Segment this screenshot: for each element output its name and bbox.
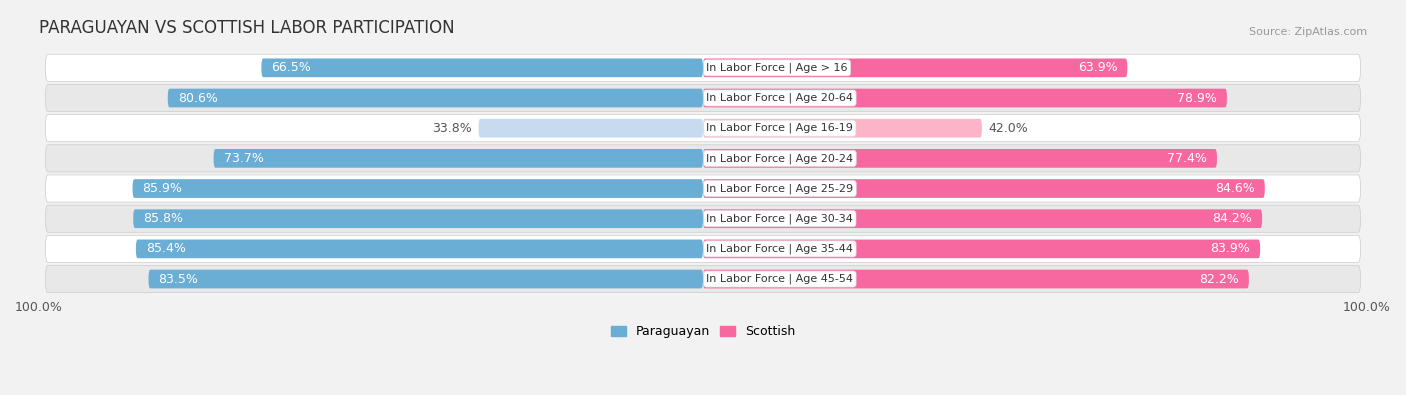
Text: 66.5%: 66.5% [271, 61, 311, 74]
FancyBboxPatch shape [45, 115, 1361, 142]
FancyBboxPatch shape [703, 270, 1249, 288]
FancyBboxPatch shape [262, 58, 703, 77]
Text: In Labor Force | Age 16-19: In Labor Force | Age 16-19 [706, 123, 853, 134]
FancyBboxPatch shape [45, 145, 1361, 172]
Text: In Labor Force | Age 30-34: In Labor Force | Age 30-34 [706, 213, 853, 224]
Text: 83.5%: 83.5% [159, 273, 198, 286]
Text: 42.0%: 42.0% [988, 122, 1028, 135]
Text: 33.8%: 33.8% [432, 122, 472, 135]
Text: In Labor Force | Age 20-64: In Labor Force | Age 20-64 [706, 93, 853, 103]
FancyBboxPatch shape [134, 209, 703, 228]
FancyBboxPatch shape [45, 235, 1361, 262]
FancyBboxPatch shape [45, 175, 1361, 202]
Text: 85.4%: 85.4% [146, 243, 186, 256]
FancyBboxPatch shape [132, 179, 703, 198]
Legend: Paraguayan, Scottish: Paraguayan, Scottish [606, 320, 800, 343]
Text: 63.9%: 63.9% [1078, 61, 1118, 74]
FancyBboxPatch shape [703, 149, 1218, 168]
FancyBboxPatch shape [149, 270, 703, 288]
Text: 80.6%: 80.6% [177, 92, 218, 105]
Text: 84.2%: 84.2% [1212, 212, 1253, 225]
Text: Source: ZipAtlas.com: Source: ZipAtlas.com [1249, 26, 1367, 37]
FancyBboxPatch shape [136, 239, 703, 258]
Text: In Labor Force | Age 45-54: In Labor Force | Age 45-54 [706, 274, 853, 284]
FancyBboxPatch shape [703, 58, 1128, 77]
Text: PARAGUAYAN VS SCOTTISH LABOR PARTICIPATION: PARAGUAYAN VS SCOTTISH LABOR PARTICIPATI… [39, 19, 454, 37]
FancyBboxPatch shape [45, 265, 1361, 293]
FancyBboxPatch shape [478, 119, 703, 137]
FancyBboxPatch shape [45, 205, 1361, 232]
Text: 77.4%: 77.4% [1167, 152, 1206, 165]
Text: 84.6%: 84.6% [1215, 182, 1254, 195]
Text: In Labor Force | Age 25-29: In Labor Force | Age 25-29 [706, 183, 853, 194]
FancyBboxPatch shape [703, 179, 1265, 198]
FancyBboxPatch shape [214, 149, 703, 168]
FancyBboxPatch shape [703, 119, 981, 137]
FancyBboxPatch shape [45, 54, 1361, 81]
Text: 85.9%: 85.9% [142, 182, 183, 195]
FancyBboxPatch shape [703, 209, 1263, 228]
Text: 85.8%: 85.8% [143, 212, 183, 225]
Text: 78.9%: 78.9% [1177, 92, 1218, 105]
Text: In Labor Force | Age 20-24: In Labor Force | Age 20-24 [706, 153, 853, 164]
Text: In Labor Force | Age 35-44: In Labor Force | Age 35-44 [706, 244, 853, 254]
FancyBboxPatch shape [703, 239, 1260, 258]
Text: 83.9%: 83.9% [1211, 243, 1250, 256]
Text: In Labor Force | Age > 16: In Labor Force | Age > 16 [706, 62, 848, 73]
Text: 73.7%: 73.7% [224, 152, 263, 165]
FancyBboxPatch shape [703, 88, 1227, 107]
Text: 82.2%: 82.2% [1199, 273, 1239, 286]
FancyBboxPatch shape [45, 85, 1361, 112]
FancyBboxPatch shape [167, 88, 703, 107]
